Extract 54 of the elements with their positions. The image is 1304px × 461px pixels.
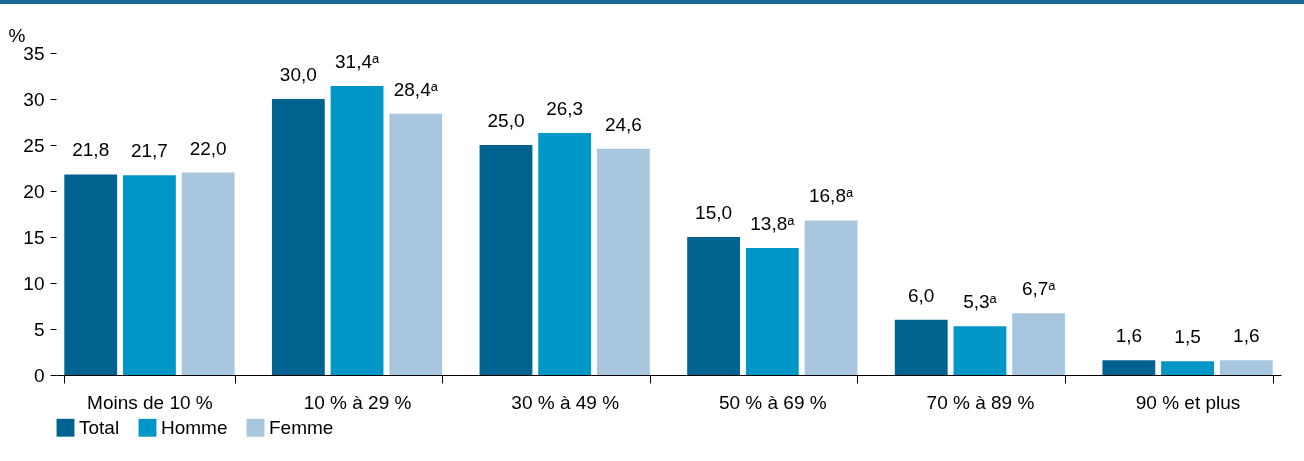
bar [745, 248, 799, 375]
data-label: 16,8ᵃ [808, 185, 854, 207]
data-label: 24,6 [604, 113, 642, 135]
x-tick-label: 90 % et plus [1135, 391, 1241, 413]
data-label: 1,6 [1115, 325, 1143, 347]
data-label: 22,0 [189, 137, 227, 159]
bar [271, 99, 325, 375]
data-label: 15,0 [695, 202, 733, 223]
bar [894, 319, 948, 375]
bar [1012, 313, 1066, 375]
data-label: 1,6 [1233, 325, 1260, 347]
bar [181, 172, 235, 375]
data-label: 21,8 [72, 139, 110, 161]
bar [804, 220, 858, 375]
data-label: 6,7ᵃ [1021, 278, 1057, 300]
data-label: 28,4ᵃ [393, 78, 439, 100]
y-axis-title: % [8, 24, 26, 46]
bar [687, 237, 741, 375]
x-tick-label: 10 % à 29 % [303, 391, 412, 413]
data-label: 13,8ᵃ [750, 213, 796, 235]
bar [1219, 360, 1273, 375]
bar [389, 113, 443, 375]
legend-label: Femme [269, 416, 334, 438]
data-label: 25,0 [487, 110, 525, 131]
x-tick-label: 30 % à 49 % [511, 391, 620, 413]
bar [64, 174, 118, 375]
bar [1102, 360, 1156, 375]
y-tick-label: 35 [23, 42, 45, 64]
bar [330, 86, 384, 375]
data-label: 30,0 [279, 64, 317, 85]
bar [1161, 361, 1214, 375]
bar [953, 326, 1007, 375]
bar [123, 175, 176, 375]
x-tick-label: 50 % à 69 % [718, 391, 827, 413]
data-label: 5,3ᵃ [963, 291, 998, 313]
y-tick-label: 10 [23, 272, 45, 294]
y-tick-label: 20 [23, 180, 45, 202]
bar [538, 133, 592, 375]
bar [596, 148, 650, 375]
data-label: 31,4ᵃ [335, 51, 381, 73]
y-tick-label: 0 [33, 364, 45, 386]
legend-label: Total [79, 416, 120, 438]
y-tick-label: 5 [33, 318, 45, 340]
y-tick-label: 15 [23, 226, 45, 248]
legend-label: Homme [161, 416, 228, 438]
data-label: 1,5 [1174, 326, 1201, 348]
x-tick-label: 70 % à 89 % [926, 391, 1035, 413]
data-label: 6,0 [908, 284, 935, 306]
x-tick-label: Moins de 10 % [87, 391, 213, 413]
y-tick-label: 30 [23, 88, 45, 110]
data-label: 26,3 [546, 98, 584, 120]
bar [479, 145, 533, 375]
data-label: 21,7 [130, 140, 168, 162]
y-tick-label: 25 [23, 134, 45, 156]
